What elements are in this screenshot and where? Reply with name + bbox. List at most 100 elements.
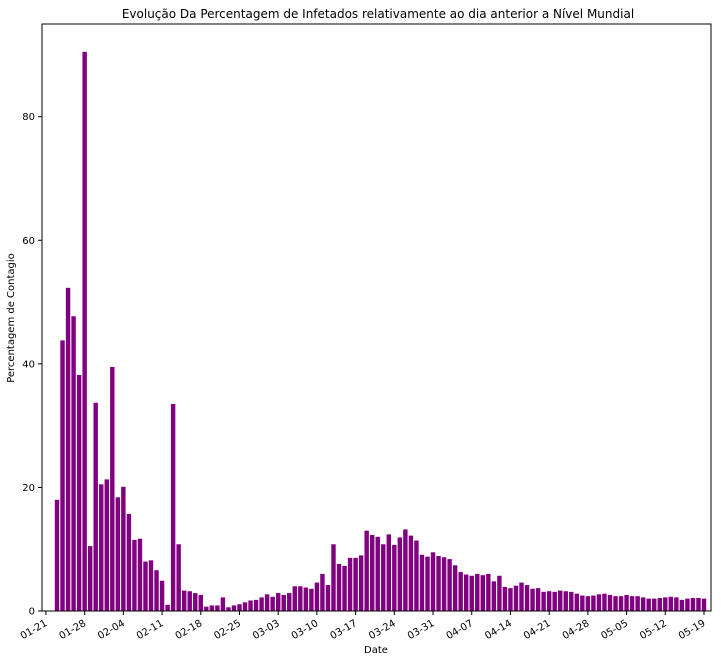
x-tick-label: 03-03: [251, 618, 282, 642]
bar: [508, 588, 513, 611]
bar: [668, 596, 674, 611]
bar: [110, 366, 115, 611]
x-axis-label: Date: [364, 645, 388, 656]
bar: [663, 597, 668, 611]
bar: [414, 540, 419, 611]
bar: [281, 594, 286, 611]
bar: [652, 598, 657, 611]
bars-group: [54, 51, 707, 612]
bar: [486, 573, 491, 611]
bar: [613, 596, 618, 611]
y-tick-label: 0: [29, 607, 35, 618]
x-tick-label: 03-17: [328, 618, 359, 642]
bar: [65, 287, 71, 611]
bar: [137, 538, 143, 611]
bar: [358, 555, 364, 611]
bar: [430, 552, 436, 611]
bar: [220, 597, 226, 611]
bar: [497, 575, 502, 611]
bar: [447, 559, 452, 611]
bar: [441, 557, 447, 611]
x-tick-label: 02-25: [212, 618, 243, 642]
bar: [292, 586, 297, 611]
bar: [607, 594, 613, 611]
bar: [685, 598, 690, 611]
bar: [436, 556, 441, 611]
bar: [640, 597, 646, 611]
bar: [209, 605, 215, 611]
y-tick-label: 40: [22, 359, 35, 370]
x-tick-label: 02-18: [174, 618, 205, 642]
y-tick-label: 60: [22, 236, 35, 247]
bar: [353, 557, 358, 611]
bar: [159, 580, 165, 611]
bar: [331, 544, 336, 611]
bar: [458, 572, 463, 611]
bar: [375, 536, 380, 611]
bar: [176, 544, 181, 611]
y-tick-label: 80: [22, 112, 35, 123]
bar: [381, 544, 386, 611]
bar: [425, 556, 430, 611]
bar: [364, 530, 369, 611]
bar: [242, 602, 248, 611]
bar: [132, 539, 137, 611]
bar: [558, 590, 563, 611]
x-tick-label: 05-12: [638, 618, 669, 642]
bar: [270, 596, 275, 611]
bar: [71, 316, 76, 611]
bar: [535, 588, 541, 611]
bar: [690, 598, 696, 611]
bar: [563, 591, 568, 611]
bar: [198, 594, 203, 611]
bar: [403, 529, 408, 611]
bar: [99, 484, 104, 611]
bar: [541, 591, 546, 611]
bar: [87, 546, 93, 611]
bar: [237, 604, 242, 611]
bar: [519, 582, 524, 611]
bar: [480, 575, 486, 611]
bar: [275, 593, 281, 611]
bar: [679, 599, 685, 611]
bar: [392, 544, 397, 611]
x-tick-label: 01-28: [57, 618, 88, 642]
bar: [618, 596, 624, 611]
bar: [325, 585, 331, 611]
bar: [624, 594, 629, 611]
bar: [82, 51, 87, 612]
x-tick-label: 04-21: [522, 618, 553, 642]
bar: [76, 374, 82, 611]
bar: [259, 597, 264, 611]
x-tick-label: 04-28: [561, 618, 592, 642]
x-tick-label: 03-10: [290, 618, 321, 642]
bar: [215, 605, 220, 611]
bar: [585, 596, 591, 611]
bar: [60, 340, 65, 611]
x-tick-label: 03-31: [406, 618, 437, 642]
bar: [148, 560, 154, 611]
bar: [674, 597, 679, 611]
x-tick-label: 03-24: [367, 618, 398, 642]
bar: [629, 596, 635, 611]
y-axis-label: Percentagem de Contagio: [6, 253, 17, 383]
bar: [121, 486, 126, 611]
bar: [696, 598, 701, 611]
x-tick-label: 05-19: [677, 618, 708, 642]
y-tick-label: 20: [22, 483, 35, 494]
bar: [187, 591, 192, 611]
bar: [635, 596, 640, 611]
bar: [248, 600, 253, 611]
bar: [524, 585, 530, 611]
bar: [464, 574, 469, 611]
bar: [452, 565, 458, 611]
bar: [397, 537, 403, 611]
bar: [264, 594, 270, 611]
bar: [491, 581, 497, 611]
bar: [204, 606, 209, 611]
bar: [419, 554, 425, 611]
bar: [143, 561, 148, 611]
x-tick-label: 01-21: [19, 618, 50, 642]
bar: [104, 479, 109, 611]
plot-frame: [41, 23, 712, 612]
